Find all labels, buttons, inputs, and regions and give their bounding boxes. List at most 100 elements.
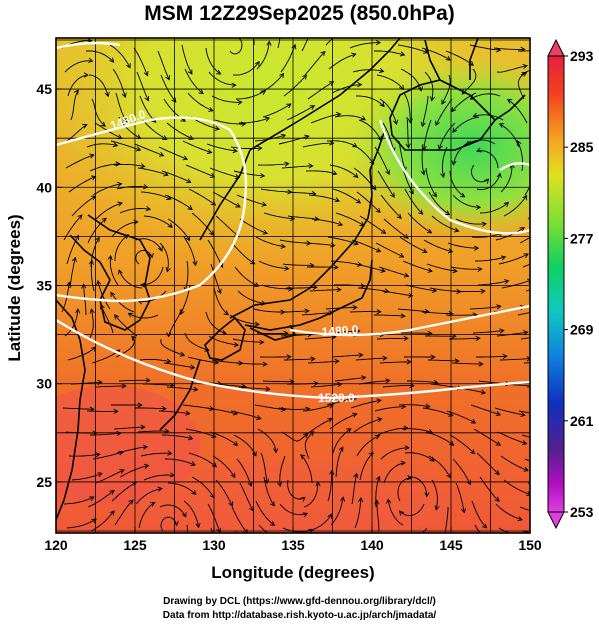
streamline (67, 74, 88, 97)
streamline-arrow (494, 496, 500, 502)
streamline-arrow (396, 213, 402, 219)
streamline-arrow (148, 252, 154, 259)
streamline (110, 292, 135, 313)
streamline (469, 305, 501, 310)
streamline-arrow (206, 148, 213, 154)
streamline (311, 218, 343, 226)
streamline (310, 383, 342, 388)
streamline (309, 289, 341, 292)
streamline-arrow (109, 490, 115, 495)
streamline-arrow (403, 233, 409, 239)
streamline (138, 290, 167, 302)
streamline-arrow (502, 353, 508, 359)
y-axis-label: Latitude (degrees) (5, 214, 24, 361)
streamline-arrow (117, 269, 123, 275)
streamline-arrow (336, 287, 342, 293)
colorbar: 293 285 277 269 261 253 (547, 38, 594, 530)
streamline-arrow (115, 161, 121, 167)
streamline-arrow (500, 255, 507, 261)
streamline (476, 355, 507, 358)
streamline-arrow (420, 121, 426, 128)
streamline (328, 330, 360, 334)
streamline-arrow (454, 227, 460, 233)
streamline (183, 500, 200, 528)
streamline-arrow (192, 260, 198, 267)
streamline (428, 455, 451, 478)
streamline (258, 524, 269, 533)
streamline-arrow (334, 197, 340, 203)
streamline (471, 164, 489, 183)
streamline (307, 81, 334, 100)
streamline-arrow (481, 523, 488, 529)
streamline-arrow (180, 550, 184, 555)
y-tick-label: 45 (36, 81, 52, 97)
streamline-arrow (398, 252, 405, 258)
streamline-arrow (440, 172, 446, 179)
streamline-arrow (516, 140, 522, 146)
streamline (382, 122, 395, 152)
streamline (215, 215, 240, 238)
streamline-arrow (333, 264, 339, 270)
streamline-arrow (376, 398, 382, 404)
streamline (306, 513, 332, 532)
streamline (187, 92, 213, 112)
streamline-arrow (541, 226, 545, 230)
streamline-arrow (496, 304, 502, 310)
streamline (285, 286, 317, 289)
streamline (139, 95, 157, 123)
streamline-arrow (300, 496, 306, 502)
streamline (90, 260, 95, 292)
streamline (212, 191, 241, 208)
streamline (387, 499, 404, 526)
streamline-arrow (269, 521, 276, 526)
streamline-arrow (521, 72, 528, 77)
streamline (161, 170, 191, 183)
streamline (188, 452, 217, 468)
streamline-arrow (451, 160, 457, 166)
streamline (500, 164, 513, 193)
streamline (425, 167, 437, 197)
streamline-arrow (81, 283, 87, 289)
streamline (300, 454, 313, 484)
streamline-arrow (209, 230, 214, 236)
streamline-arrow (247, 481, 253, 487)
streamline (109, 255, 119, 286)
streamline-arrow (191, 489, 197, 496)
streamline (205, 47, 221, 75)
streamline (452, 458, 471, 485)
streamline (376, 74, 404, 90)
streamline-arrow (119, 469, 125, 474)
streamline (66, 235, 79, 265)
colorbar-tick-label: 269 (570, 322, 594, 338)
streamline (331, 354, 363, 358)
streamline (137, 167, 169, 176)
x-axis-ticks: 120 125 130 135 140 145 150 (44, 527, 542, 553)
streamline (330, 497, 344, 526)
streamline (182, 140, 212, 154)
streamline (474, 524, 481, 533)
streamline (421, 311, 453, 315)
streamline (426, 263, 457, 272)
streamline (162, 434, 193, 440)
streamline (304, 51, 326, 76)
streamline (455, 218, 487, 225)
streamline (476, 452, 500, 475)
streamline-arrow (437, 144, 443, 150)
streamline-arrow (117, 181, 123, 187)
streamline-arrow (256, 415, 262, 420)
streamline (334, 376, 366, 382)
streamline-arrow (340, 496, 346, 502)
streamline (91, 98, 106, 127)
streamline-arrow (399, 84, 404, 91)
streamline-arrow (360, 283, 366, 289)
streamline (453, 290, 485, 293)
streamline (304, 431, 315, 460)
streamline-arrow (195, 522, 201, 529)
streamline-arrow (360, 115, 366, 121)
streamline (284, 358, 315, 361)
streamline-arrow (454, 358, 460, 364)
streamline (354, 263, 386, 272)
streamline-arrow (526, 491, 530, 496)
streamline-arrow (237, 99, 243, 106)
streamline (380, 447, 409, 460)
